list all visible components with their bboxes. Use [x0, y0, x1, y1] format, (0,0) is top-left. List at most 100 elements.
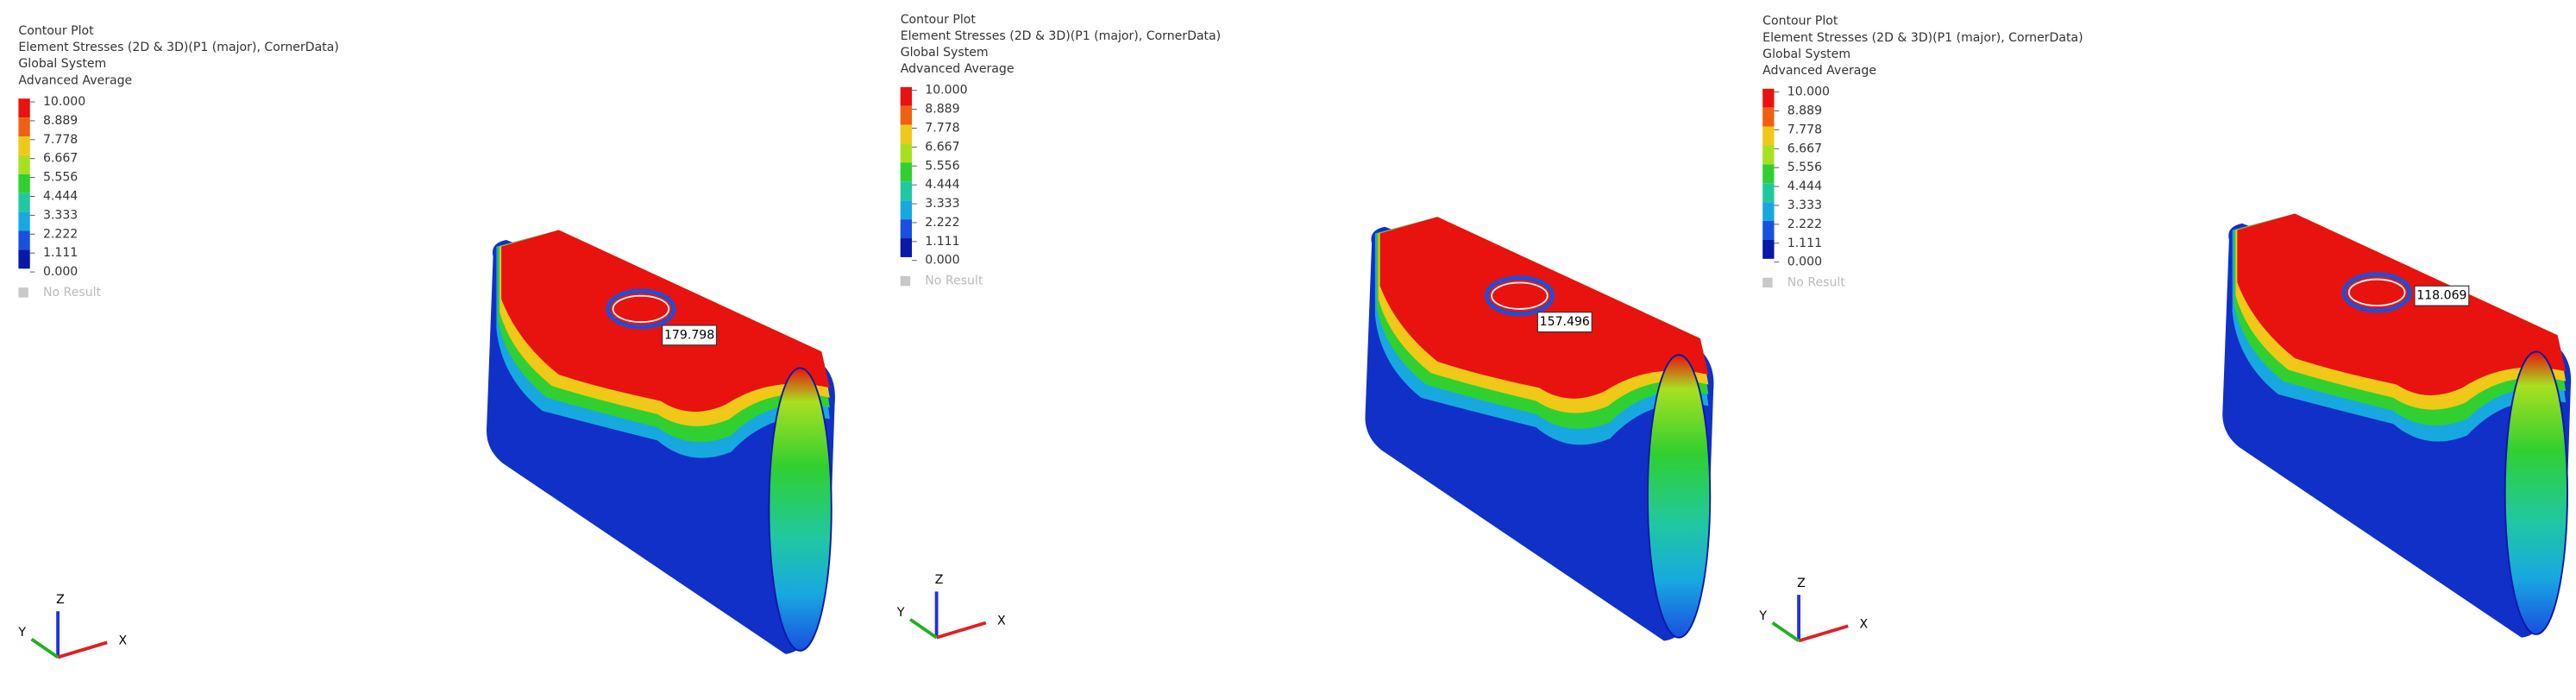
no-result-swatch	[1762, 277, 1773, 288]
header-line: Element Stresses (2D & 3D)(P1 (major), C…	[18, 41, 338, 54]
axis-x	[936, 621, 987, 640]
axis-y	[909, 618, 938, 640]
no-result-label: No Result	[1787, 275, 1846, 289]
legend-band	[18, 249, 30, 269]
legend-label: 6.667	[43, 152, 78, 166]
legend-band	[1762, 164, 1775, 184]
legend-band	[900, 124, 913, 144]
axis-y-label: Y	[1758, 609, 1767, 623]
legend-label: 7.778	[925, 121, 959, 135]
legend-label: 3.333	[43, 208, 78, 222]
axis-x-label: X	[119, 634, 128, 647]
axis-x-label: X	[997, 615, 1006, 628]
legend-label: 2.222	[1787, 218, 1822, 231]
legend-band	[1762, 183, 1775, 203]
legend-label: 10.000	[43, 95, 85, 109]
max-label: 118.069	[2414, 285, 2470, 306]
header-line: Global System	[901, 46, 989, 60]
axis-z-label: Z	[1797, 577, 1806, 590]
header-line: Contour Plot	[901, 13, 977, 27]
hole	[2341, 272, 2412, 313]
end-face	[2504, 350, 2568, 635]
legend-band	[900, 219, 913, 239]
legend-label: 6.667	[1787, 142, 1822, 155]
legend-band	[18, 192, 30, 212]
legend-label: 7.778	[43, 133, 78, 147]
legend-label: 8.889	[925, 103, 959, 117]
max-label-text: 157.496	[1540, 315, 1590, 329]
legend-band	[1762, 126, 1775, 146]
no-result-swatch	[18, 287, 28, 298]
axis-triad: Z X Y	[1758, 577, 1869, 643]
header-line: Advanced Average	[901, 62, 1015, 76]
panel: Contour Plot Element Stresses (2D & 3D)(P…	[1758, 15, 2572, 643]
model	[486, 230, 835, 654]
legend-label: 5.556	[925, 159, 959, 173]
axis-x-label: X	[1860, 617, 1869, 631]
legend-band	[18, 173, 30, 193]
hole	[1484, 275, 1555, 316]
legend-band	[18, 98, 30, 118]
no-result-label: No Result	[43, 286, 102, 300]
axis-x	[1798, 624, 1849, 643]
legend-band	[18, 211, 30, 231]
max-label-box	[2414, 285, 2470, 306]
axis-y	[30, 637, 60, 659]
axis-y	[1771, 621, 1800, 643]
legend-label: 6.667	[925, 140, 959, 154]
legend-band	[900, 200, 913, 220]
axis-triad: Z X Y	[896, 573, 1006, 640]
legend-label: 0.000	[1787, 255, 1822, 269]
legend-band	[900, 86, 913, 106]
legend-label: 5.556	[1787, 161, 1822, 174]
legend-band	[1762, 107, 1775, 127]
legend-band	[1762, 239, 1775, 259]
legend-band	[900, 143, 913, 163]
header-line: Contour Plot	[18, 24, 94, 38]
legend-band	[1762, 221, 1775, 240]
legend-label: 10.000	[1787, 85, 1830, 99]
legend-label: 10.000	[925, 84, 967, 98]
end-face	[768, 367, 832, 652]
header-line: Element Stresses (2D & 3D)(P1 (major), C…	[1762, 31, 2083, 45]
end-face	[1646, 354, 1712, 639]
legend-band	[1762, 88, 1775, 108]
axis-triad: Z X Y	[17, 593, 128, 659]
no-result-label: No Result	[925, 274, 983, 288]
hole	[606, 288, 676, 330]
legend-band	[18, 136, 30, 155]
legend-band	[18, 117, 30, 137]
legend-band	[1762, 145, 1775, 165]
legend-band	[900, 105, 913, 125]
legend-label: 7.778	[1787, 123, 1822, 136]
axis-z-label: Z	[935, 573, 944, 587]
legend-label: 1.111	[43, 246, 78, 260]
legend-band	[1762, 202, 1775, 222]
legend-label: 8.889	[1787, 104, 1822, 118]
axis-z-label: Z	[56, 593, 65, 607]
legend-label: 4.444	[1787, 180, 1822, 193]
legend-label: 2.222	[43, 227, 78, 241]
panel: Contour Plot Element Stresses (2D & 3D)(P…	[896, 13, 1714, 641]
panel: Contour Plot Element Stresses (2D & 3D)(P…	[17, 24, 835, 659]
header-line: Contour Plot	[1762, 15, 1838, 28]
max-label: 179.798	[662, 325, 718, 346]
legend-label: 5.556	[43, 171, 78, 185]
header-line: Advanced Average	[1762, 64, 1876, 78]
header-line: Global System	[18, 57, 106, 71]
legend-label: 1.111	[1787, 236, 1822, 250]
legend-label: 8.889	[43, 114, 78, 128]
axis-y-label: Y	[896, 606, 905, 620]
legend-band	[900, 162, 913, 182]
hole-rim	[612, 294, 670, 324]
header-line: Advanced Average	[18, 73, 132, 87]
max-label-box	[662, 325, 718, 346]
model	[2222, 213, 2572, 638]
legend-band	[900, 181, 913, 201]
legend-label: 1.111	[925, 235, 959, 249]
legend-band	[18, 230, 30, 250]
legend-label: 4.444	[43, 189, 78, 203]
header-line: Global System	[1762, 47, 1850, 61]
no-result-swatch	[900, 275, 911, 287]
